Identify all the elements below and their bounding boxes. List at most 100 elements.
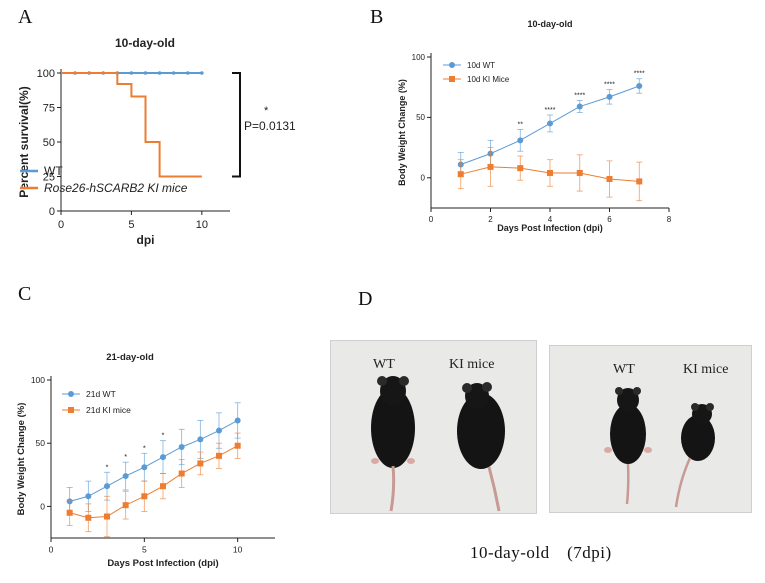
mouse-ki-icon bbox=[457, 382, 505, 512]
significance-bracket bbox=[232, 72, 241, 178]
photo-right: WT KI mice bbox=[549, 345, 752, 513]
legend-label: 10d WT bbox=[467, 61, 495, 70]
data-point bbox=[160, 454, 166, 461]
censor-mark bbox=[171, 71, 176, 75]
legend-label: Rose26-hSCARB2 KI mice bbox=[44, 181, 188, 195]
data-point bbox=[487, 163, 494, 170]
significance-label: * bbox=[124, 452, 127, 461]
significance-label: **** bbox=[574, 92, 585, 99]
data-point bbox=[160, 483, 166, 490]
significance-label: * bbox=[106, 462, 109, 471]
data-point bbox=[197, 460, 204, 467]
x-tick-label: 0 bbox=[58, 219, 64, 231]
panel-letter-b: B bbox=[370, 6, 384, 28]
x-tick-label: 6 bbox=[607, 215, 612, 224]
x-tick-label: 5 bbox=[142, 545, 147, 555]
series-line-1 bbox=[69, 445, 238, 519]
data-point bbox=[547, 120, 553, 127]
legend-label: 21d KI mice bbox=[86, 405, 131, 415]
panel-letter-a: A bbox=[18, 6, 33, 28]
data-point bbox=[122, 502, 129, 509]
data-point bbox=[636, 178, 643, 185]
data-point bbox=[606, 176, 613, 183]
data-point bbox=[576, 103, 583, 110]
series-line-0 bbox=[69, 420, 238, 502]
photo-right-label-ki: KI mice bbox=[683, 362, 729, 377]
y-tick-label: 0 bbox=[49, 206, 55, 218]
data-point bbox=[122, 473, 129, 480]
data-point bbox=[517, 165, 524, 172]
legend-marker bbox=[449, 62, 455, 68]
photo-left: WT KI mice bbox=[330, 340, 537, 514]
data-point bbox=[457, 171, 464, 178]
y-tick-label: 0 bbox=[40, 501, 45, 511]
chart-title: 21-day-old bbox=[106, 352, 154, 363]
y-tick-label: 75 bbox=[43, 102, 55, 114]
weight-chart-21d: 21-day-old 0 50 100 0 5 10 Days Post Infection … bbox=[16, 352, 275, 569]
data-point bbox=[104, 513, 110, 520]
panel-letter-d: D bbox=[358, 288, 373, 310]
mouse-wt-icon bbox=[604, 387, 652, 505]
data-point bbox=[66, 509, 73, 516]
legend-label: 21d WT bbox=[86, 389, 116, 399]
y-axis-label: Percent survival(%) bbox=[17, 86, 31, 197]
significance-star: * bbox=[264, 105, 269, 117]
legend-marker bbox=[449, 76, 455, 82]
mouse-ki-icon bbox=[674, 403, 715, 508]
data-point bbox=[141, 493, 148, 500]
significance-label: * bbox=[162, 431, 165, 440]
censor-mark bbox=[185, 71, 190, 75]
weight-chart-10d: 10-day-old 0 50 100 0 2 4 6 8 Days Post Infection… bbox=[397, 19, 672, 233]
censor-mark bbox=[129, 71, 134, 75]
x-tick-label: 8 bbox=[667, 215, 672, 224]
data-point bbox=[517, 137, 524, 144]
significance-label: **** bbox=[545, 107, 556, 114]
censor-mark bbox=[143, 71, 148, 75]
y-tick-label: 50 bbox=[43, 137, 55, 149]
series-line-1 bbox=[61, 72, 202, 178]
legend-label: WT bbox=[44, 164, 63, 178]
significance-label: ** bbox=[518, 121, 524, 128]
censor-mark bbox=[157, 71, 162, 75]
data-point bbox=[547, 169, 553, 176]
y-tick-label: 50 bbox=[416, 113, 425, 122]
x-tick-label: 10 bbox=[233, 545, 243, 555]
data-point bbox=[234, 442, 241, 449]
data-point bbox=[234, 417, 241, 424]
data-point bbox=[85, 493, 92, 500]
y-tick-label: 100 bbox=[31, 375, 45, 385]
significance-label: **** bbox=[634, 71, 645, 78]
chart-title: 10-day-old bbox=[115, 36, 175, 50]
x-axis-label: Days Post Infection (dpi) bbox=[107, 558, 218, 569]
data-point bbox=[178, 443, 185, 450]
x-tick-label: 2 bbox=[488, 215, 493, 224]
censor-mark bbox=[200, 71, 204, 75]
photo-caption: 10-day-old (7dpi) bbox=[470, 543, 612, 562]
data-point bbox=[576, 169, 583, 176]
significance-label: * bbox=[143, 443, 146, 452]
y-tick-label: 25 bbox=[43, 171, 55, 183]
p-value-label: P=0.0131 bbox=[244, 119, 296, 133]
legend-marker bbox=[68, 407, 74, 413]
panel-letter-c: C bbox=[18, 283, 32, 305]
data-point bbox=[197, 436, 204, 443]
data-point bbox=[606, 93, 613, 100]
x-tick-label: 0 bbox=[429, 215, 434, 224]
y-tick-label: 0 bbox=[421, 174, 426, 183]
y-tick-label: 100 bbox=[37, 68, 55, 80]
photo-left-label-ki: KI mice bbox=[449, 357, 495, 372]
data-point bbox=[85, 514, 92, 521]
x-tick-label: 0 bbox=[49, 545, 54, 555]
x-axis-label: dpi bbox=[137, 233, 155, 247]
legend-label: 10d KI Mice bbox=[467, 75, 510, 84]
chart-title: 10-day-old bbox=[527, 19, 572, 29]
x-axis-label: Days Post Infection (dpi) bbox=[497, 223, 603, 233]
survival-chart: 10-day-old 0 25 50 75 100 0 5 10 dpi Percent survi… bbox=[17, 36, 296, 247]
data-point bbox=[216, 452, 222, 459]
data-point bbox=[636, 82, 643, 89]
data-point bbox=[178, 470, 185, 477]
photo-right-label-wt: WT bbox=[613, 362, 635, 377]
y-axis-label: Body Weight Change (%) bbox=[397, 79, 407, 186]
y-tick-label: 100 bbox=[412, 53, 426, 62]
significance-label: **** bbox=[604, 82, 615, 89]
